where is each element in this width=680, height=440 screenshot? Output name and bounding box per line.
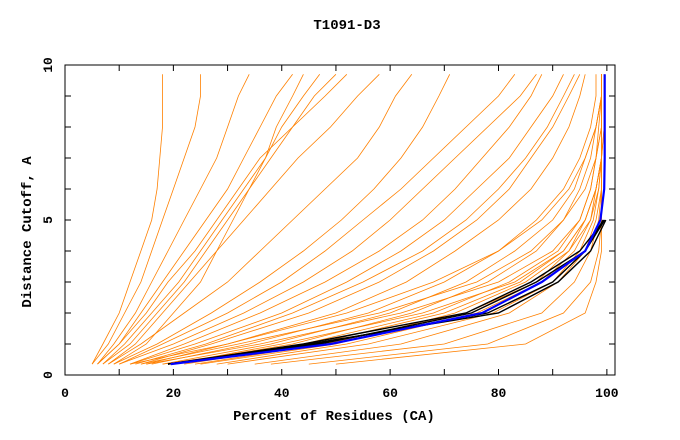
series-line-model-4 [97, 74, 293, 365]
x-axis-label: Percent of Residues (CA) [233, 409, 435, 425]
y-tick-label: 0 [41, 371, 56, 379]
y-tick-label: 10 [41, 57, 56, 73]
series-line-highlight [170, 74, 606, 366]
series-line-model-7 [108, 74, 380, 365]
series-line-model-11 [113, 74, 451, 365]
series-line-model-1 [91, 74, 163, 365]
series-line-model-22 [146, 74, 602, 365]
series-line-model-17 [146, 74, 586, 365]
series-line-model-33 [335, 74, 602, 365]
x-tick-label: 0 [61, 386, 69, 401]
x-tick-label: 20 [166, 386, 182, 401]
series-line-model-8 [102, 74, 337, 365]
y-tick-label: 5 [41, 216, 56, 224]
x-tick-label: 40 [274, 386, 290, 401]
series-layer [91, 74, 607, 366]
series-line-model-34 [129, 74, 602, 365]
series-line-model-12 [119, 74, 516, 365]
chart-title: T1091-D3 [313, 18, 380, 34]
series-line-reference-4 [167, 219, 605, 365]
series-line-model-25 [162, 74, 602, 365]
series-line-model-16 [140, 74, 581, 365]
series-line-model-23 [184, 74, 605, 365]
series-line-model-13 [119, 74, 537, 365]
series-line-model-2 [91, 74, 201, 365]
x-tick-label: 80 [491, 386, 507, 401]
series-line-model-10 [108, 74, 413, 365]
series-line-model-6 [97, 74, 348, 365]
x-tick-label: 60 [382, 386, 398, 401]
series-line-model-18 [135, 74, 575, 365]
series-line-model-5 [102, 74, 321, 365]
x-tick-label: 100 [595, 386, 619, 401]
series-line-model-14 [129, 74, 543, 365]
series-line-model-35 [140, 74, 602, 365]
series-line-model-26 [216, 74, 602, 365]
series-line-model-15 [129, 74, 564, 365]
series-line-model-27 [194, 74, 602, 365]
axis-layer: 0 20 40 60 80 100 0 5 10 [41, 57, 619, 401]
series-line-model-9 [113, 74, 304, 365]
series-line-model-3 [97, 74, 250, 365]
plot-frame [64, 64, 616, 376]
y-axis-label: Distance Cutoff, A [20, 156, 36, 308]
series-line-model-19 [151, 74, 597, 365]
